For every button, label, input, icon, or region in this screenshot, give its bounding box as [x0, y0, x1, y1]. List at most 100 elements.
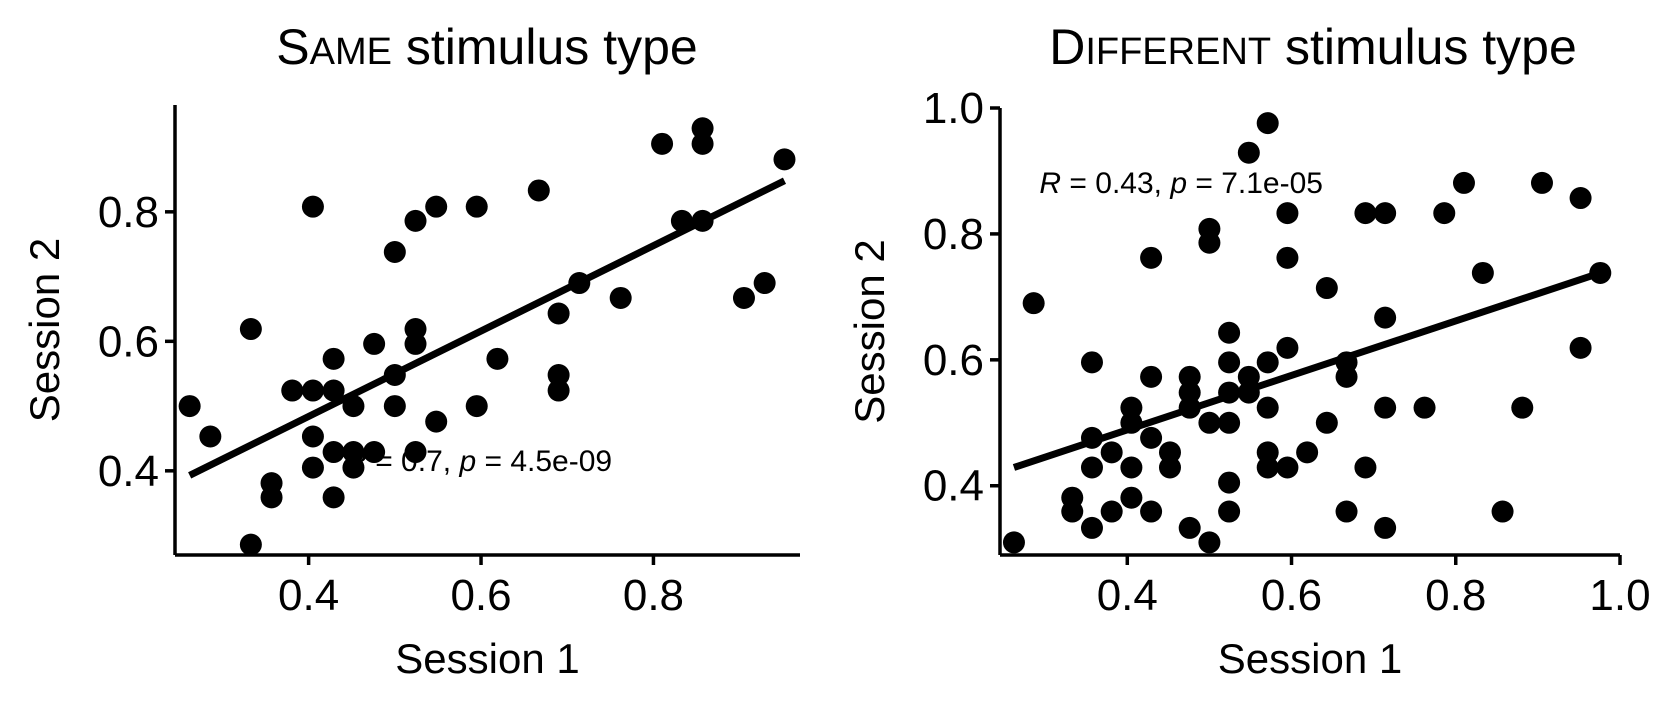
x-tick-label: 0.8 [623, 571, 684, 620]
y-tick-label: 0.4 [923, 462, 984, 511]
data-point [1354, 202, 1377, 225]
data-point [773, 148, 796, 171]
data-point [199, 425, 222, 448]
data-point [363, 441, 386, 464]
data-point [1413, 396, 1436, 419]
panel-2: DIFFERENT stimulus type 0.4 0.6 0.8 1.0 0.4 0.… [846, 19, 1650, 682]
data-point [1218, 411, 1241, 434]
title-smallcaps: AME [310, 31, 392, 73]
data-point [691, 117, 714, 140]
r-value: = 0.7, [367, 445, 460, 478]
data-point [1198, 231, 1221, 254]
data-point [609, 286, 632, 309]
data-point [1374, 306, 1397, 329]
y-tick-label: 0.6 [923, 336, 984, 385]
data-point [1276, 246, 1299, 269]
correlation-annotation: R = 0.7, p = 4.5e-09 [345, 445, 612, 478]
data-point [1354, 456, 1377, 479]
data-point [404, 209, 427, 232]
data-point [1256, 396, 1279, 419]
data-point [732, 286, 755, 309]
data-point [404, 332, 427, 355]
data-point [1120, 396, 1143, 419]
data-point [1569, 336, 1592, 359]
data-point [301, 379, 324, 402]
data-point [1080, 456, 1103, 479]
y-tick-label: 0.4 [98, 447, 159, 496]
x-tick-label: 0.6 [450, 571, 511, 620]
data-point [1276, 456, 1299, 479]
p-value: = 7.1e-05 [1187, 167, 1323, 200]
data-point [239, 318, 262, 341]
p-value: = 4.5e-09 [476, 445, 612, 478]
y-tick-label: 0.8 [98, 188, 159, 237]
correlation-annotation: R = 0.43, p = 7.1e-05 [1039, 167, 1323, 200]
regression-line [1012, 269, 1602, 471]
x-axis-label: Session 1 [395, 635, 579, 682]
data-point [322, 347, 345, 370]
data-point [1335, 500, 1358, 523]
title-rest: stimulus type [392, 19, 698, 75]
data-point [1158, 456, 1181, 479]
y-tick-label: 0.6 [98, 317, 159, 366]
data-point [651, 132, 674, 155]
data-point [301, 195, 324, 218]
data-point [404, 441, 427, 464]
data-point [547, 364, 570, 386]
data-point [301, 456, 324, 479]
data-point [1335, 365, 1358, 388]
title-smallcaps: IFFERENT [1085, 31, 1271, 73]
data-point [1178, 365, 1201, 388]
data-point [1237, 141, 1260, 164]
data-point [342, 456, 365, 479]
data-point [1140, 365, 1163, 388]
data-point [1080, 516, 1103, 539]
data-point [1315, 411, 1338, 434]
data-point [1471, 261, 1494, 284]
data-point [1315, 277, 1338, 300]
data-point [322, 441, 345, 464]
title-initial: D [1049, 19, 1085, 75]
data-point [465, 395, 488, 418]
panel-1: SAME stimulus type 0.4 0.6 0.8 0.4 0.6 0.8 Sess… [21, 19, 800, 682]
data-point [465, 195, 488, 218]
data-point [1237, 365, 1260, 388]
data-point [322, 486, 345, 509]
title-initial: S [276, 19, 309, 75]
data-point [1256, 351, 1279, 374]
data-point [1374, 516, 1397, 539]
data-point [1198, 411, 1221, 434]
data-point [1158, 441, 1181, 464]
data-point [1491, 500, 1514, 523]
p-symbol: p [1169, 167, 1187, 200]
data-point [301, 425, 324, 448]
data-point [1276, 202, 1299, 225]
y-tick-label: 1.0 [923, 84, 984, 133]
data-point [1140, 246, 1163, 269]
data-point [383, 395, 406, 418]
y-axis-label: Session 2 [21, 238, 68, 422]
data-point [1120, 486, 1143, 509]
data-point [239, 533, 262, 556]
title-rest: stimulus type [1271, 19, 1577, 75]
data-point [1452, 171, 1475, 194]
data-point [1296, 441, 1319, 464]
data-point [425, 410, 448, 433]
data-point [1178, 516, 1201, 539]
panel-2-title: DIFFERENT stimulus type [1049, 19, 1577, 75]
data-point [1100, 500, 1123, 523]
data-point [342, 441, 365, 464]
data-point [691, 132, 714, 155]
data-point [547, 379, 570, 402]
data-point [1140, 500, 1163, 523]
data-point [425, 195, 448, 218]
data-point [260, 486, 283, 509]
data-point [1100, 441, 1123, 464]
data-point [1178, 381, 1201, 404]
r-symbol: R [1039, 167, 1061, 200]
x-tick-label: 0.8 [1425, 571, 1486, 620]
x-axis-label: Session 1 [1218, 635, 1402, 682]
data-point [1218, 471, 1241, 494]
y-axis-label: Session 2 [846, 239, 893, 423]
